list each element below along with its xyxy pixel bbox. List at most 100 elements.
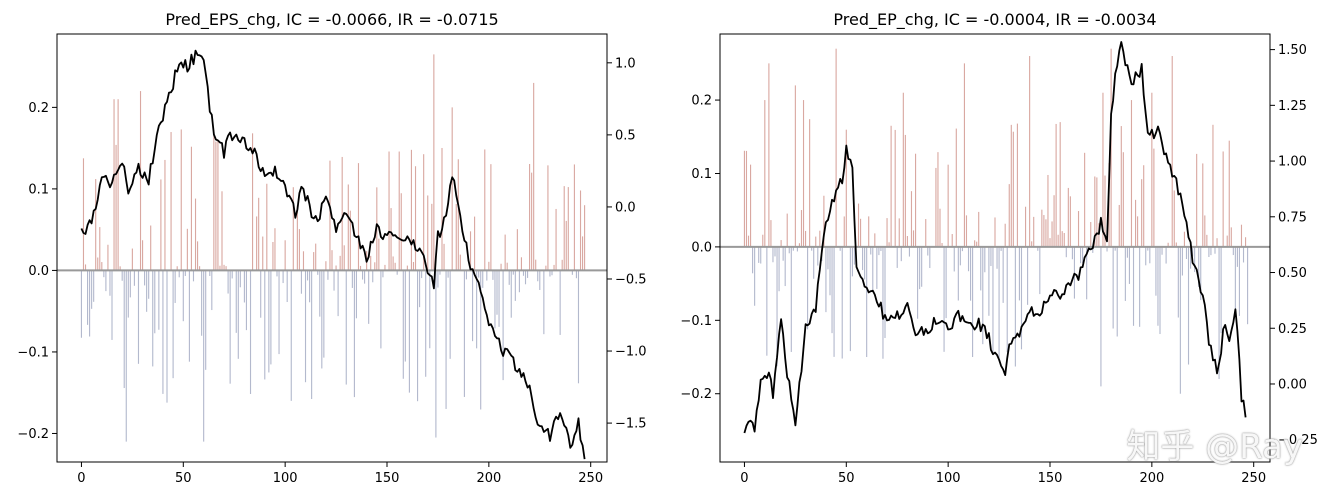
right-chart-bar — [939, 208, 941, 247]
left-chart-y-tick-label: 0.0 — [28, 264, 49, 279]
right-chart-bar — [1020, 246, 1023, 350]
right-chart-bar — [1126, 246, 1128, 258]
right-chart-bar — [864, 246, 866, 280]
left-chart-bar — [465, 270, 467, 280]
right-chart-bar — [878, 246, 880, 256]
right-chart-bar — [786, 213, 788, 247]
right-chart-bar — [1029, 56, 1031, 247]
left-chart-bar — [431, 203, 433, 271]
left-chart-bar — [284, 240, 286, 271]
left-chart-bar — [443, 243, 445, 271]
right-chart-bar — [796, 246, 798, 252]
left-chart-bar — [182, 270, 184, 322]
left-chart-bar — [107, 244, 109, 271]
right-chart-bar — [1135, 199, 1137, 247]
right-chart-bar — [927, 246, 929, 256]
right-chart-bar — [1161, 246, 1163, 255]
right-chart-bar — [1190, 246, 1192, 269]
right-chart-bar — [945, 246, 947, 319]
right-chart-bar — [1045, 219, 1047, 247]
right-chart-y-tick-label: 0.2 — [691, 94, 712, 109]
left-chart-bar — [313, 252, 315, 271]
right-chart-bar — [925, 219, 927, 247]
right-chart-y2-ticks: −0.25 0.00 0.25 0.50 0.75 1.00 1.25 1.50 — [1270, 43, 1318, 448]
left-chart-bar — [551, 270, 553, 276]
left-chart-bar — [582, 236, 584, 271]
left-chart-bar — [514, 270, 516, 301]
left-chart-bar — [575, 270, 577, 279]
left-chart-bar — [384, 264, 386, 271]
left-chart-bar — [317, 270, 319, 275]
right-chart-y2-tick-label: −0.25 — [1278, 433, 1318, 448]
left-chart-bar — [337, 270, 339, 317]
right-chart-bar — [831, 246, 833, 334]
right-chart-bar — [1116, 246, 1118, 337]
left-chart-bar — [451, 107, 453, 271]
right-chart-bar — [1204, 215, 1206, 247]
left-chart-bar — [190, 146, 192, 271]
right-chart-title: Pred_EP_chg, IC = -0.0004, IR = -0.0034 — [833, 10, 1156, 30]
right-chart-bar — [1033, 216, 1035, 247]
left-chart-bar — [80, 270, 82, 338]
right-chart-bar — [1175, 242, 1177, 247]
left-chart-bar — [417, 270, 419, 402]
right-chart-bar — [963, 63, 965, 247]
right-chart-bar — [1181, 246, 1183, 276]
left-chart-bar — [349, 210, 351, 271]
left-chart-bar — [319, 270, 321, 317]
left-chart-bar — [325, 261, 327, 271]
right-chart-bar — [1112, 246, 1114, 329]
right-chart-bar — [1049, 238, 1051, 247]
left-chart-bar — [529, 164, 531, 271]
right-chart-bar — [772, 246, 774, 263]
left-chart-bar — [101, 262, 103, 271]
left-chart-bar — [331, 250, 333, 271]
right-chart-bar — [1218, 246, 1220, 380]
left-chart-bar — [429, 270, 431, 349]
right-chart-bar — [970, 246, 972, 301]
left-chart-bar — [573, 164, 575, 271]
left-chart-bar — [278, 270, 280, 355]
left-chart-bar — [502, 270, 504, 381]
left-chart-bar — [518, 270, 520, 293]
right-chart-bar — [894, 129, 896, 247]
left-chart-bar — [272, 242, 274, 271]
right-chart-y-tick-label: 0.1 — [691, 167, 712, 182]
right-chart-bar — [978, 211, 980, 247]
left-chart-bar — [262, 236, 264, 271]
left-chart-bar — [178, 270, 180, 278]
right-chart-bar — [998, 246, 1000, 360]
right-chart-bar — [937, 152, 939, 247]
left-chart-bar — [176, 266, 178, 271]
left-chart-y2-tick-label: 0.0 — [615, 200, 636, 215]
left-chart-bar — [494, 270, 496, 329]
left-chart-bar — [408, 270, 410, 393]
right-chart-bar — [951, 234, 953, 247]
right-chart-bar — [1096, 177, 1098, 247]
left-chart-bar — [482, 270, 484, 288]
right-chart-bar — [1210, 246, 1212, 256]
left-chart-bar — [484, 149, 486, 271]
right-chart-bar — [1065, 246, 1067, 258]
left-chart-bar — [455, 203, 457, 271]
left-chart-bar — [410, 149, 412, 271]
left-chart-bar — [282, 270, 284, 284]
left-chart-bar — [213, 130, 215, 271]
right-chart-bar — [768, 63, 770, 247]
left-chart-bar — [433, 54, 435, 271]
left-chart-bar — [488, 261, 490, 271]
left-chart-bar — [245, 270, 247, 331]
right-chart-bar — [1025, 206, 1027, 247]
right-chart-bar — [849, 246, 851, 352]
right-chart-bar — [941, 243, 943, 247]
right-chart-bar — [776, 246, 778, 367]
left-chart-bar — [180, 129, 182, 271]
left-chart-bar — [290, 270, 292, 401]
right-chart-bar — [1147, 246, 1149, 251]
right-chart-bar — [890, 125, 892, 247]
right-chart-bar — [876, 246, 878, 289]
left-chart-bar — [311, 270, 313, 400]
left-chart-bar — [559, 270, 561, 335]
right-chart-bar — [902, 92, 904, 247]
